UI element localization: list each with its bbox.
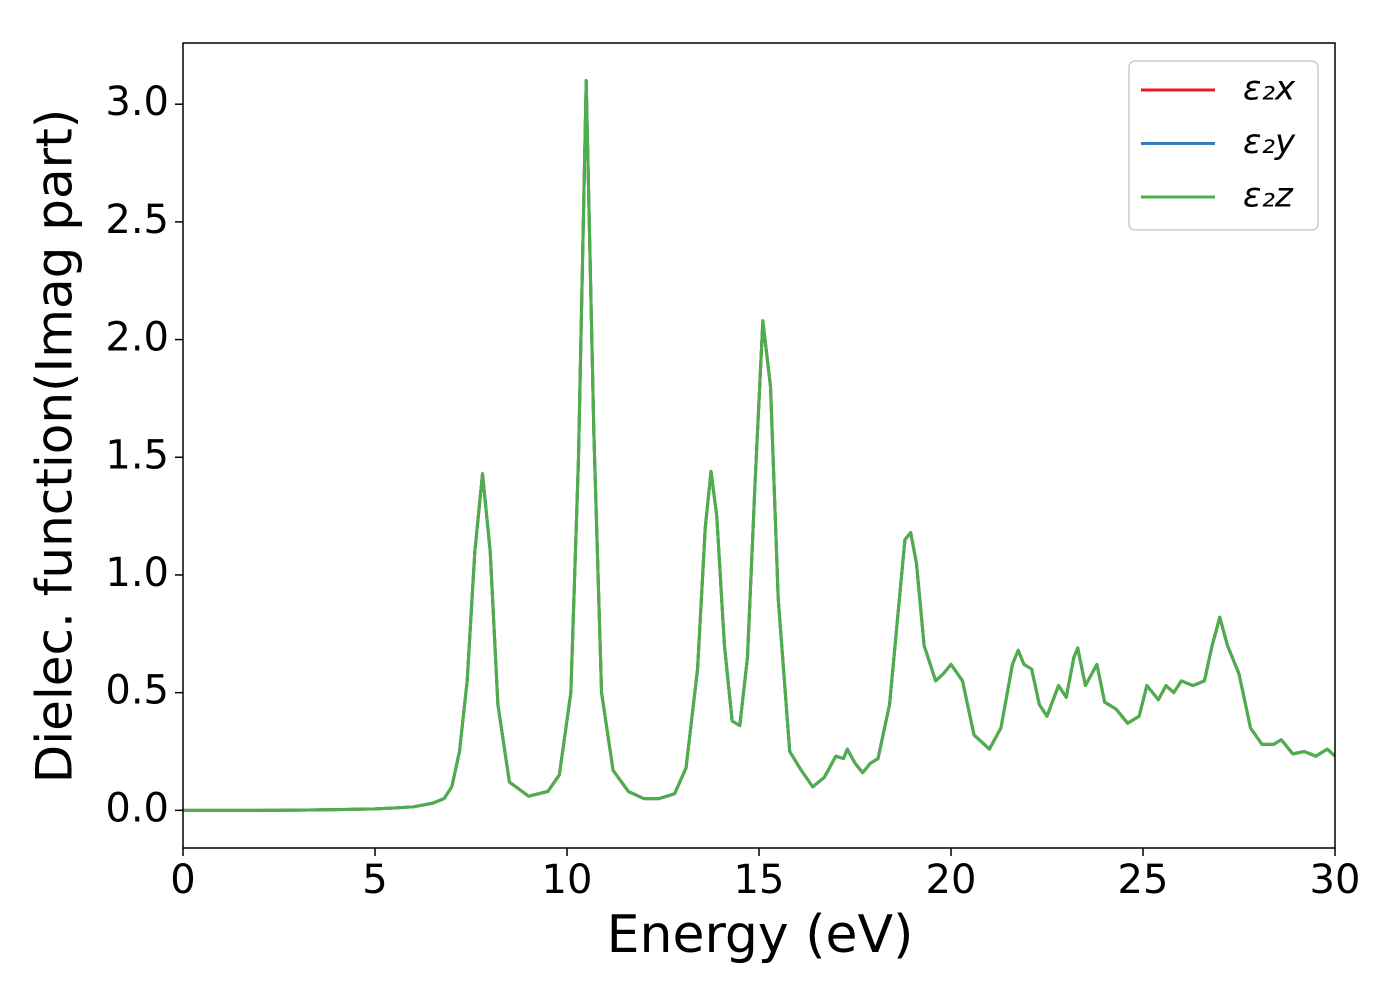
y-tick-label: 3.0 (105, 79, 169, 125)
legend-label: ε₂z (1243, 176, 1294, 216)
x-tick-label: 25 (1118, 857, 1169, 903)
x-tick-label: 20 (926, 857, 977, 903)
x-tick-label: 5 (362, 857, 387, 903)
y-axis-label: Dielec. function(Imag part) (26, 109, 84, 784)
x-axis-label: Energy (eV) (607, 905, 914, 965)
legend-label: ε₂y (1243, 122, 1296, 162)
y-tick-label: 2.0 (105, 315, 169, 361)
x-tick-label: 0 (170, 857, 195, 903)
x-tick-label: 10 (542, 857, 593, 903)
series-line (183, 79, 1335, 812)
legend-box (1128, 60, 1319, 231)
y-tick-label: 0.5 (105, 668, 169, 714)
legend-label: ε₂x (1243, 69, 1296, 109)
x-tick-label: 30 (1310, 857, 1361, 903)
plot-frame (182, 42, 1336, 849)
y-tick-label: 0.0 (105, 785, 169, 831)
y-tick-label: 2.5 (105, 197, 169, 243)
y-tick-label: 1.0 (105, 550, 169, 596)
x-tick-label: 15 (734, 857, 785, 903)
y-tick-label: 1.5 (105, 432, 169, 478)
